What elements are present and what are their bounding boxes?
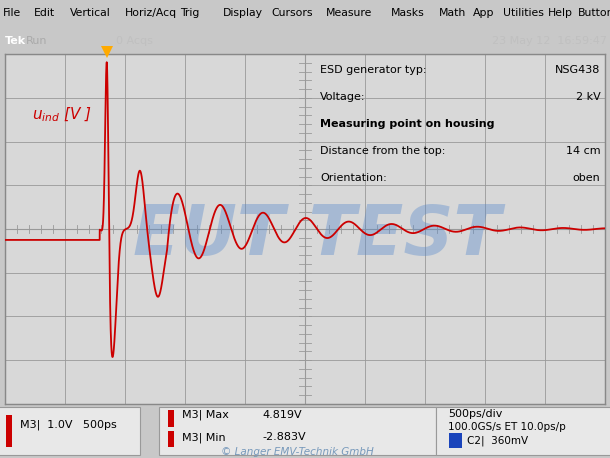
Text: M3| Max: M3| Max <box>182 409 229 420</box>
Text: Edit: Edit <box>34 8 55 18</box>
Text: NSG438: NSG438 <box>555 65 600 75</box>
Text: Measure: Measure <box>326 8 373 18</box>
Text: File: File <box>3 8 21 18</box>
Text: Horiz/Acq: Horiz/Acq <box>125 8 177 18</box>
Text: Trig: Trig <box>180 8 199 18</box>
Text: 14 cm: 14 cm <box>565 147 600 156</box>
Text: Voltage:: Voltage: <box>320 92 365 102</box>
Text: Math: Math <box>439 8 467 18</box>
Text: Orientation:: Orientation: <box>320 174 387 184</box>
Text: Buttons: Buttons <box>578 8 610 18</box>
Text: Distance from the top:: Distance from the top: <box>320 147 445 156</box>
Text: Vertical: Vertical <box>70 8 111 18</box>
Text: EUT TEST: EUT TEST <box>133 202 501 269</box>
Text: M3| Min: M3| Min <box>182 432 226 443</box>
Text: $u_\mathit{ind}$ [V ]: $u_\mathit{ind}$ [V ] <box>32 106 92 125</box>
Text: 4.819V: 4.819V <box>262 410 302 420</box>
Text: ESD generator typ:: ESD generator typ: <box>320 65 426 75</box>
Text: M3|  1.0V   500ps: M3| 1.0V 500ps <box>20 419 117 430</box>
FancyBboxPatch shape <box>436 407 610 455</box>
Text: 100.0GS/s ET 10.0ps/p: 100.0GS/s ET 10.0ps/p <box>448 422 566 431</box>
Text: 500ps/div: 500ps/div <box>448 409 503 419</box>
Text: 0 Acqs: 0 Acqs <box>116 36 152 46</box>
Text: Help: Help <box>548 8 573 18</box>
Text: Tek: Tek <box>5 36 26 46</box>
FancyBboxPatch shape <box>168 410 174 427</box>
Text: Display: Display <box>223 8 263 18</box>
Text: 2 kV: 2 kV <box>576 92 600 102</box>
Text: Masks: Masks <box>390 8 424 18</box>
Text: Utilities: Utilities <box>503 8 544 18</box>
FancyBboxPatch shape <box>449 433 462 448</box>
Text: App: App <box>473 8 494 18</box>
Text: C2|  360mV: C2| 360mV <box>467 436 528 446</box>
Text: 23 May 12  16:59:47: 23 May 12 16:59:47 <box>492 36 607 46</box>
FancyBboxPatch shape <box>0 407 140 455</box>
Text: -2.883V: -2.883V <box>262 432 306 442</box>
FancyBboxPatch shape <box>6 415 12 447</box>
Text: © Langer EMV-Technik GmbH: © Langer EMV-Technik GmbH <box>221 447 373 457</box>
FancyBboxPatch shape <box>168 431 174 447</box>
Text: Cursors: Cursors <box>271 8 313 18</box>
Text: oben: oben <box>573 174 600 184</box>
Text: Measuring point on housing: Measuring point on housing <box>320 119 495 129</box>
FancyBboxPatch shape <box>159 407 436 455</box>
Text: Run: Run <box>26 36 47 46</box>
